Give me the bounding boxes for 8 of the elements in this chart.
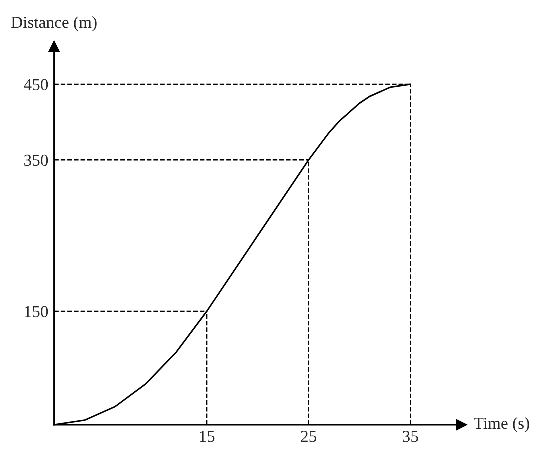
y-tick-label: 150 bbox=[25, 306, 48, 318]
x-axis-title: Time (s) bbox=[474, 417, 530, 433]
x-tick-label: 15 bbox=[200, 431, 215, 442]
x-tick-label: 25 bbox=[301, 431, 317, 442]
y-axis-title: Distance (m) bbox=[12, 16, 97, 32]
x-tick-label: 35 bbox=[403, 431, 418, 442]
y-tick-label: 450 bbox=[24, 79, 48, 90]
y-tick-label: 350 bbox=[24, 154, 48, 166]
